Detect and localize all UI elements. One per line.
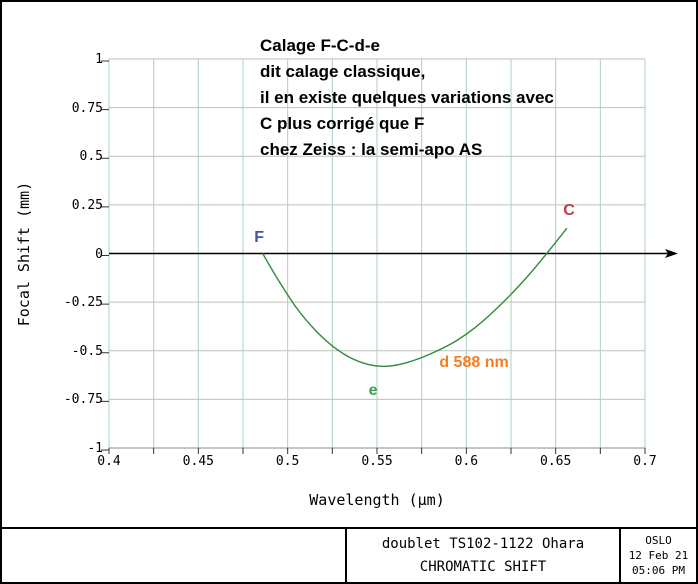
annotation-line: dit calage classique, [260,62,426,81]
x-axis-title: Wavelength (μm) [309,491,445,509]
curve-label-d: d 588 nm [439,354,509,371]
chromatic-shift-curve [262,227,568,368]
curve-label-e: e [368,382,378,399]
lens-label: doublet TS102-1122 Ohara [381,535,585,552]
annotation-line: il en existe quelques variations avec [260,88,554,107]
annotation-line: chez Zeiss : la semi-apo AS [260,140,483,159]
x-tick-label: 0.65 [540,454,572,469]
y-tick-label: -1 [87,441,103,456]
x-tick-label: 0.4 [97,454,121,469]
annotation-line: Calage F-C-d-e [260,36,380,55]
x-tick-label: 0.5 [275,454,300,469]
zero-axis-arrowhead [665,249,678,258]
x-tick-label: 0.55 [361,454,393,469]
y-tick-label: -0.25 [63,295,103,311]
y-tick-label: -0.75 [63,392,103,408]
time-label: 05:06 PM [632,564,685,577]
curve-label-F: F [254,228,264,246]
title-bar-center-cell: doublet TS102-1122 Ohara CHROMATIC SHIFT [347,529,621,582]
x-tick-label: 0.7 [633,454,657,469]
y-axis-title: Focal Shift (mm) [15,181,33,327]
title-bar: doublet TS102-1122 Ohara CHROMATIC SHIFT… [2,527,696,582]
y-tick-label: -0.5 [71,343,103,359]
y-tick-label: 0.25 [71,197,103,213]
title-bar-info-cell: OSLO 12 Feb 21 05:06 PM [621,529,696,582]
y-tick-label: 1 [95,52,103,67]
curve-label-C: C [563,201,575,219]
annotation-block: Calage F-C-d-e dit calage classique, il en… [260,33,554,163]
x-tick-label: 0.45 [182,454,214,469]
annotation-line: C plus corrigé que F [260,114,425,133]
y-tick-label: 0.5 [79,149,103,165]
title-bar-empty-cell [2,529,347,582]
y-tick-label: 0.75 [71,100,103,116]
y-tick-label: 0 [95,246,103,262]
x-tick-label: 0.6 [454,454,479,469]
app-name: OSLO [645,534,672,547]
plot-title: CHROMATIC SHIFT [419,558,547,575]
date-label: 12 Feb 21 [628,549,689,562]
